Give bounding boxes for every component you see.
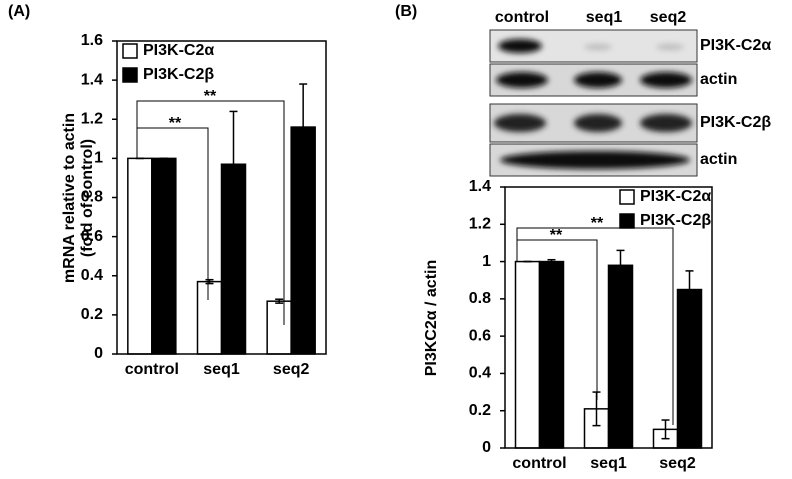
row-label: actin	[700, 151, 737, 168]
lane-label: seq1	[586, 9, 623, 26]
blot-band	[574, 72, 622, 88]
x-tick-label: control	[125, 361, 179, 378]
error-bar	[547, 258, 556, 265]
y-tick-label: 1	[94, 150, 103, 167]
significance-label: **	[550, 227, 563, 244]
blot-band	[500, 151, 690, 169]
blot-band	[574, 114, 622, 132]
y-tick-label: 0	[482, 439, 491, 456]
y-tick-label: 0.4	[469, 365, 491, 382]
plot-frame	[116, 40, 327, 355]
x-tick-label: seq1	[590, 455, 627, 472]
significance-bracket	[136, 127, 209, 300]
y-tick-label: 1.4	[469, 178, 491, 195]
error-bar	[299, 83, 308, 171]
lane-label: seq2	[650, 9, 687, 26]
blot-band	[498, 39, 542, 53]
error-bar	[229, 110, 238, 218]
y-tick-label: 0.2	[81, 306, 103, 323]
significance-bracket	[516, 239, 598, 400]
error-bar	[661, 419, 670, 440]
legend-label: PI3K-C2α	[640, 188, 711, 205]
bar	[127, 157, 153, 355]
significance-bracket	[136, 100, 285, 325]
blot-band	[494, 114, 546, 132]
legend-swatch	[122, 67, 138, 83]
y-axis-label: (fold of control)	[79, 139, 96, 257]
error-bar	[616, 249, 625, 281]
blot-band	[496, 72, 548, 88]
bar	[266, 300, 292, 355]
x-tick-label: seq2	[273, 361, 310, 378]
y-tick-label: 0.6	[469, 327, 491, 344]
y-tick-label: 1.4	[81, 71, 103, 88]
row-label: actin	[700, 71, 737, 88]
y-tick-label: 0.6	[81, 228, 103, 245]
row-label: PI3K-C2α	[700, 37, 771, 54]
y-axis-label: mRNA relative to actin	[61, 113, 78, 283]
significance-bracket	[516, 227, 674, 425]
blot-band	[584, 44, 612, 50]
error-bar	[275, 298, 284, 304]
x-tick-label: control	[512, 455, 566, 472]
y-axis-label: PI3KC2α / actin	[423, 260, 440, 377]
bar	[676, 288, 703, 449]
significance-label: **	[591, 215, 604, 232]
y-tick-label: 0.2	[469, 402, 491, 419]
legend-label: PI3K-C2β	[143, 66, 214, 83]
legend-swatch	[122, 43, 138, 59]
blot-band	[640, 72, 692, 88]
y-tick-label: 0	[94, 345, 103, 362]
significance-label: **	[169, 115, 182, 132]
y-tick-label: 1.6	[81, 32, 103, 49]
plot-frame	[504, 186, 713, 449]
y-tick-label: 1	[482, 253, 491, 270]
y-tick-label: 0.4	[81, 267, 103, 284]
bar	[607, 264, 634, 449]
legend-swatch	[619, 213, 635, 229]
panel-label: (A)	[8, 3, 30, 20]
x-tick-label: seq2	[659, 455, 696, 472]
y-tick-label: 1.2	[469, 216, 491, 233]
row-label: PI3K-C2β	[700, 114, 771, 131]
legend-swatch	[619, 189, 635, 205]
blot-band	[640, 114, 692, 132]
lane-label: control	[495, 9, 549, 26]
error-bar	[205, 278, 214, 285]
error-bar	[685, 270, 694, 309]
x-tick-label: seq1	[203, 361, 240, 378]
bar	[151, 157, 177, 355]
blot-band	[656, 44, 684, 50]
western-blot: control seq1 seq2 PI3K-C2α actin PI3K-C2…	[489, 9, 771, 177]
legend-label: PI3K-C2β	[640, 212, 711, 229]
y-tick-label: 1.2	[81, 110, 103, 127]
panel-label: (B)	[395, 3, 417, 20]
legend-label: PI3K-C2α	[143, 42, 214, 59]
significance-label: **	[204, 88, 217, 105]
bar	[514, 260, 541, 449]
y-tick-label: 0.8	[469, 290, 491, 307]
bar	[538, 260, 565, 449]
y-tick-label: 0.8	[81, 189, 103, 206]
bar	[196, 280, 223, 355]
